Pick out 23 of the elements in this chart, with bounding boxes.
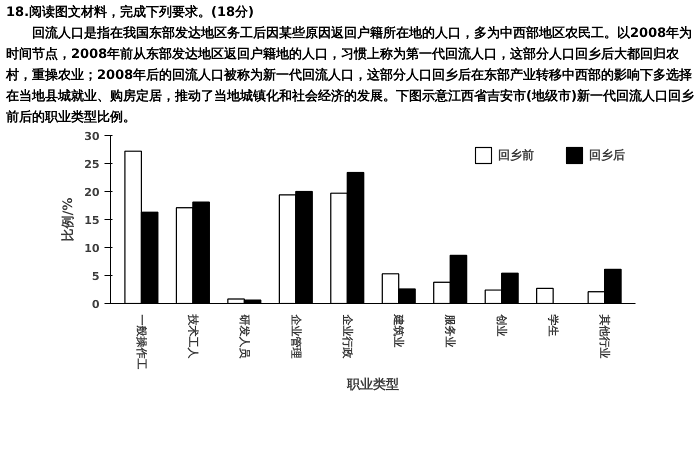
x-axis-title: 职业类型 (346, 378, 399, 392)
legend-label: 回乡前 (498, 146, 534, 164)
y-tick-label: 10 (84, 242, 100, 255)
x-tick-label: 技术工人 (186, 314, 200, 360)
x-tick-label: 一般操作工 (134, 314, 148, 370)
y-tick-label: 30 (84, 130, 100, 143)
x-tick-label: 其他行业 (598, 314, 612, 358)
x-tick-label: 研发人员 (238, 314, 251, 360)
y-tick-label: 0 (92, 298, 100, 311)
x-tick-label: 学生 (546, 314, 560, 336)
x-tick-label: 创业 (495, 314, 508, 336)
y-tick-label: 15 (84, 214, 100, 227)
y-axis-title: 比例/% (61, 198, 76, 242)
text: 回流人口是指在我国东部发达地区务工后因某些原因返回户籍所在地的人口，多为中西部地区农民工。以2008年为时间节点，2008年前从东部发达地区返回户籍地的人口，习惯上称为第一代回流人口，这部分人口回乡后大都回归农村，重操农业；2008年后的回流人口被称为新一代回流人口，这部分人口回乡后在东部产业转移中西部的影响下多选择在当地县城就业、购房定居，推动了当地城镇化和社会经济的发展。下图示意江西省吉安市(地级市)新一代回流人口回乡前后的职业类型比例。 (6, 24, 695, 127)
y-tick-label: 20 (84, 186, 100, 199)
x-tick-label: 企业行政 (340, 314, 354, 360)
x-tick-label: 企业管理 (289, 314, 302, 358)
chart-title: 18.阅读图文材料，完成下列要求。(18分) (6, 4, 256, 22)
y-tick-label: 5 (92, 270, 100, 283)
x-tick-label: 服务业 (444, 314, 457, 348)
x-tick-label: 建筑业 (392, 314, 406, 348)
legend-label: 回乡后 (589, 146, 625, 164)
y-tick-label: 25 (84, 158, 100, 171)
